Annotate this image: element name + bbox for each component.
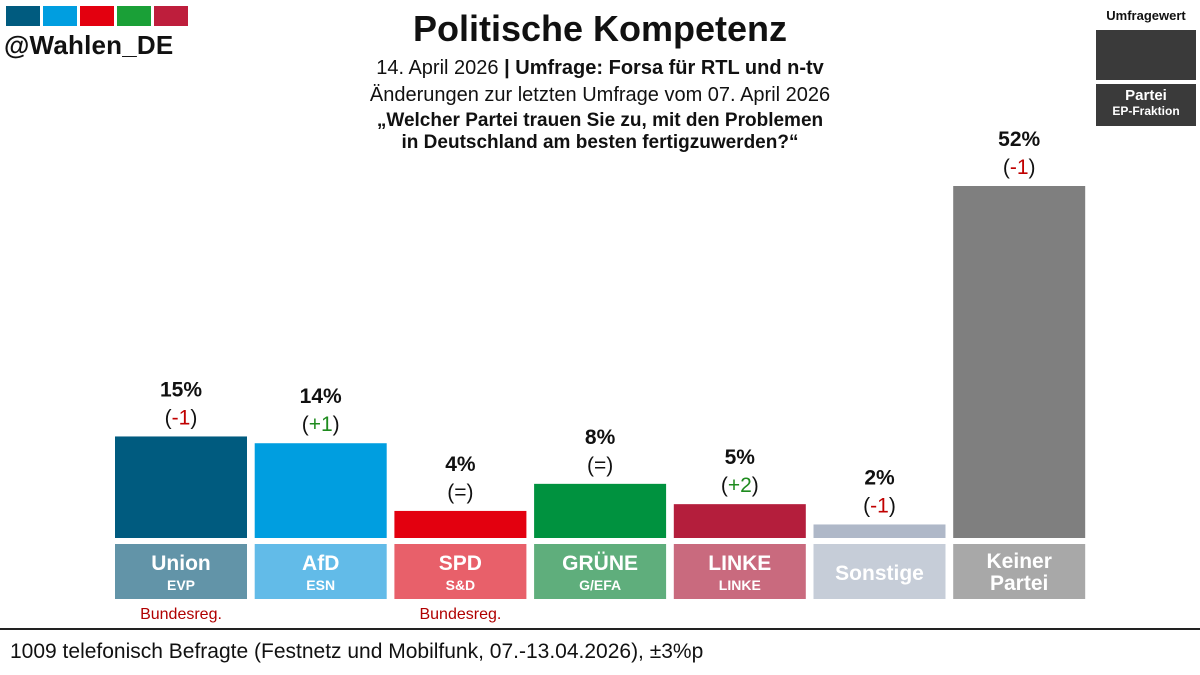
party-box-1 (254, 544, 387, 599)
party-box-0 (115, 544, 247, 599)
poll-date: 14. April 2026 (376, 57, 499, 79)
legend-party-label: Partei (1125, 87, 1167, 104)
bar-6 (953, 186, 1086, 538)
value-label-0: 15% (160, 378, 202, 401)
value-label-3: 8% (585, 426, 616, 449)
value-label-4: 5% (725, 446, 756, 469)
legend-party-box: Partei EP-Fraktion (1096, 84, 1196, 126)
value-label-6: 52% (998, 128, 1040, 151)
changes-note: Änderungen zur letzten Umfrage vom 07. A… (369, 84, 831, 106)
bar-1 (254, 443, 387, 538)
faction-1: ESN (306, 577, 335, 593)
party-name-2: SPD (439, 552, 482, 575)
bar-5 (813, 524, 946, 538)
change-label-4: (+2) (721, 474, 759, 497)
change-label-0: (-1) (165, 406, 198, 429)
separator: | (504, 57, 510, 79)
party-box-5 (813, 544, 946, 599)
legend: Umfragewert Partei EP-Fraktion (1096, 6, 1196, 126)
party-name-6-line2: Partei (990, 572, 1048, 595)
party-name-5: Sonstige (835, 562, 924, 585)
change-label-3: (=) (587, 454, 613, 477)
logo-block-3 (80, 6, 114, 26)
legend-value-box (1096, 30, 1196, 80)
question-line-1: „Welcher Partei trauen Sie zu, mit den P… (376, 110, 824, 131)
value-label-2: 4% (445, 453, 476, 476)
logo-block-1 (6, 6, 40, 26)
party-box-3 (534, 544, 667, 599)
chart-title: Politische Kompetenz (412, 8, 788, 49)
bar-4 (673, 504, 806, 538)
party-box-6 (953, 544, 1086, 599)
subtitle-date-source: 14. April 2026 | Umfrage: Forsa für RTL … (0, 57, 1200, 80)
faction-2: S&D (446, 577, 476, 593)
government-note-0: Bundesreg. (140, 606, 222, 623)
logo-block-4 (117, 6, 151, 26)
legend-faction-label: EP-Fraktion (1112, 104, 1180, 118)
account-handle[interactable]: @Wahlen_DE (4, 30, 174, 60)
change-label-6: (-1) (1003, 156, 1036, 179)
value-label-1: 14% (300, 385, 342, 408)
poll-source: Umfrage: Forsa für RTL und n-tv (515, 57, 824, 79)
party-name-0: Union (151, 552, 210, 575)
legend-value-label: Umfragewert (1106, 8, 1186, 23)
value-label-5: 2% (864, 466, 895, 489)
footer-divider (0, 628, 1200, 630)
change-label-2: (=) (447, 481, 473, 504)
logo-block-5 (154, 6, 188, 26)
logo-block-2 (43, 6, 77, 26)
government-note-2: Bundesreg. (419, 606, 501, 623)
party-box-4 (673, 544, 806, 599)
faction-0: EVP (167, 577, 195, 593)
change-label-1: (+1) (302, 413, 340, 436)
faction-4: LINKE (719, 577, 761, 593)
party-box-2 (394, 544, 527, 599)
party-name-4: LINKE (708, 552, 771, 575)
party-name-3: GRÜNE (562, 552, 638, 575)
question-line-2: in Deutschland am besten fertigzuwerden?… (401, 132, 799, 153)
footer-note: 1009 telefonisch Befragte (Festnetz und … (10, 640, 704, 663)
party-name-6-line1: Keiner (987, 550, 1052, 573)
change-label-5: (-1) (863, 494, 896, 517)
party-name-1: AfD (302, 552, 339, 575)
survey-question: „Welcher Partei trauen Sie zu, mit den P… (0, 110, 1200, 154)
bar-2 (394, 510, 527, 538)
bar-0 (115, 436, 247, 538)
logo-strip (6, 6, 188, 26)
bar-3 (534, 483, 667, 538)
faction-3: G/EFA (579, 577, 621, 593)
